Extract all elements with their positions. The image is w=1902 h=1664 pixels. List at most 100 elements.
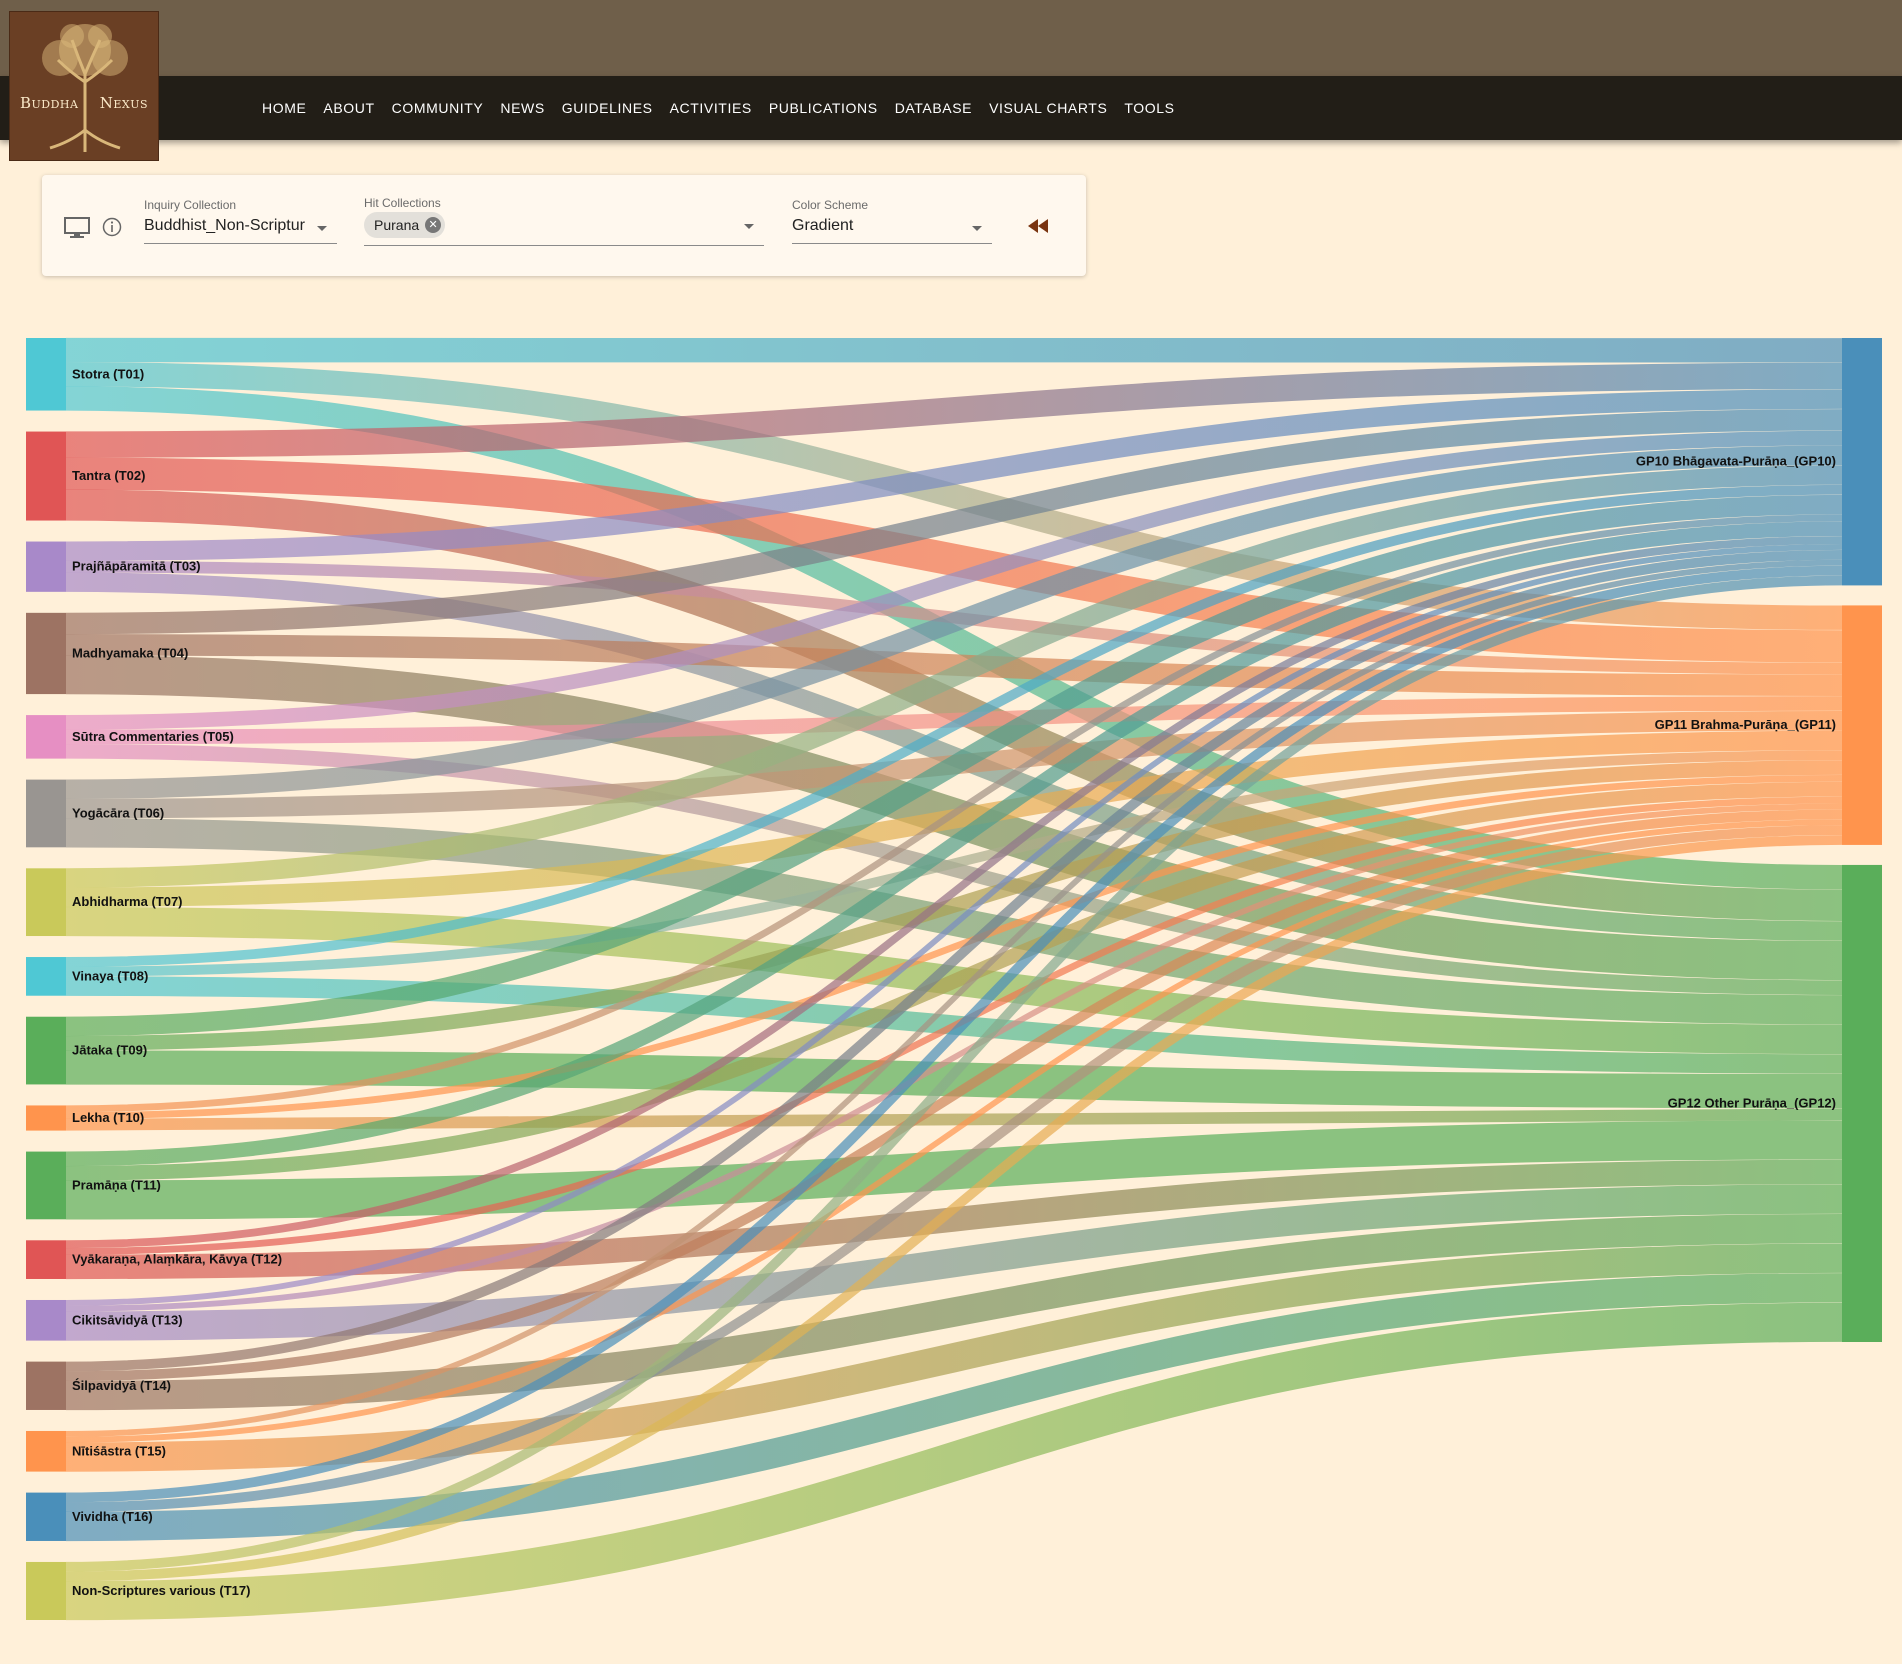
sankey-link[interactable] [65, 760, 1843, 1051]
source-node-label: Lekha (T10) [72, 1110, 144, 1125]
chevron-down-icon [744, 224, 754, 229]
inquiry-collection-value: Buddhist_Non-Scriptur [144, 217, 305, 234]
source-node[interactable] [26, 1240, 66, 1279]
source-node[interactable] [26, 868, 66, 937]
source-node[interactable] [26, 1299, 66, 1341]
target-node[interactable] [1842, 338, 1882, 586]
source-node[interactable] [26, 1430, 66, 1472]
nav-guidelines[interactable]: GUIDELINES [561, 100, 653, 116]
nav-news[interactable]: NEWS [500, 100, 545, 116]
hit-collections-select[interactable]: Hit Collections Purana ✕ [364, 196, 764, 246]
sankey-link[interactable] [65, 730, 1843, 908]
source-node-label: Abhidharma (T07) [72, 894, 183, 909]
sankey-link[interactable] [65, 362, 1843, 458]
sankey-link[interactable] [65, 389, 1843, 561]
inquiry-collection-select[interactable]: Inquiry Collection Buddhist_Non-Scriptur [144, 198, 337, 244]
sankey-link[interactable] [65, 565, 1843, 1503]
sankey-link[interactable] [65, 696, 1843, 745]
nav-bar [0, 76, 1902, 140]
sankey-link[interactable] [65, 1214, 1843, 1411]
nav-activities[interactable]: ACTIVITIES [669, 100, 752, 116]
nav-tools[interactable]: TOOLS [1124, 100, 1175, 116]
source-node-label: Vinaya (T08) [72, 968, 148, 983]
source-node[interactable] [26, 1105, 66, 1131]
target-node-label: GP10 Bhāgavata-Purāṇa_(GP10) [1636, 454, 1836, 469]
sankey-link[interactable] [65, 521, 1843, 1167]
sankey-link[interactable] [65, 803, 1843, 1312]
source-node[interactable] [26, 612, 66, 695]
rewind-icon[interactable] [1027, 218, 1049, 239]
color-scheme-select[interactable]: Color Scheme Gradient [792, 198, 992, 244]
sankey-link[interactable] [65, 457, 1843, 663]
source-node[interactable] [26, 1016, 66, 1085]
sankey-link[interactable] [65, 1159, 1843, 1280]
source-node[interactable] [26, 779, 66, 848]
chevron-down-icon [317, 226, 327, 231]
sankey-link[interactable] [65, 544, 1843, 1306]
main-nav: HOME ABOUT COMMUNITY NEWS GUIDELINES ACT… [262, 76, 1192, 140]
source-node-label: Jātaka (T09) [72, 1043, 147, 1058]
desktop-icon[interactable] [64, 217, 90, 244]
sankey-link[interactable] [65, 819, 1843, 1443]
sankey-link[interactable] [65, 514, 1843, 1113]
source-node[interactable] [26, 1361, 66, 1410]
sankey-link[interactable] [65, 634, 1843, 696]
sankey-link[interactable] [65, 489, 1843, 921]
sankey-link[interactable] [65, 809, 1843, 1382]
nav-community[interactable]: COMMUNITY [391, 100, 484, 116]
nav-home[interactable]: HOME [262, 100, 307, 116]
source-node[interactable] [26, 1561, 66, 1620]
color-scheme-value: Gradient [792, 217, 854, 234]
buddha-nexus-logo[interactable]: Buddha Nexus [9, 11, 159, 161]
sankey-link[interactable] [65, 774, 1843, 1120]
source-node-label: Stotra (T01) [72, 366, 144, 381]
source-node[interactable] [26, 957, 66, 996]
sankey-link[interactable] [65, 445, 1843, 800]
target-node[interactable] [1842, 864, 1882, 1342]
target-node[interactable] [1842, 605, 1882, 845]
target-node-label: GP11 Brahma-Purāṇa_(GP11) [1655, 717, 1836, 732]
info-icon[interactable] [102, 217, 122, 242]
logo-text-left: Buddha [20, 94, 79, 112]
top-banner [0, 0, 1902, 76]
sankey-link[interactable] [65, 781, 1843, 1181]
sankey-link[interactable] [65, 750, 1843, 977]
source-node[interactable] [26, 431, 66, 521]
sankey-link[interactable] [65, 1273, 1843, 1542]
nav-publications[interactable]: PUBLICATIONS [768, 100, 878, 116]
sankey-link[interactable] [65, 494, 1843, 1037]
source-node-label: Madhyamaka (T04) [72, 645, 188, 660]
source-node[interactable] [26, 1492, 66, 1541]
source-node-label: Nītiśāstra (T15) [72, 1443, 166, 1458]
sankey-link[interactable] [65, 559, 1843, 1437]
sankey-link[interactable] [65, 575, 1843, 1572]
sankey-link[interactable] [65, 549, 1843, 1372]
chart-options-panel: Inquiry Collection Buddhist_Non-Scriptur… [42, 175, 1086, 276]
nav-database[interactable]: DATABASE [894, 100, 973, 116]
sankey-link[interactable] [65, 1302, 1843, 1621]
source-node[interactable] [26, 715, 66, 759]
sankey-link[interactable] [65, 796, 1843, 1255]
sankey-link[interactable] [65, 835, 1843, 1582]
chip-label: Purana [374, 217, 420, 233]
source-node-label: Yogācāra (T06) [72, 805, 164, 820]
source-node[interactable] [26, 338, 66, 411]
source-node-label: Pramāṇa (T11) [72, 1177, 161, 1192]
nav-visual-charts[interactable]: VISUAL CHARTS [989, 100, 1108, 116]
source-node-label: Vividha (T16) [72, 1509, 153, 1524]
source-node[interactable] [26, 541, 66, 592]
sankey-link[interactable] [65, 484, 1843, 967]
sankey-link[interactable] [65, 825, 1843, 1512]
sankey-link[interactable] [65, 465, 1843, 888]
source-node-label: Śilpavidyā (T14) [72, 1378, 171, 1393]
hit-collections-label: Hit Collections [364, 196, 441, 210]
logo-text-right: Nexus [99, 94, 148, 112]
nav-about[interactable]: ABOUT [323, 100, 375, 116]
sankey-link[interactable] [65, 430, 1843, 730]
sankey-link[interactable] [65, 536, 1843, 1249]
purana-chip[interactable]: Purana ✕ [364, 212, 446, 238]
close-icon[interactable]: ✕ [425, 217, 442, 233]
source-node[interactable] [26, 1151, 66, 1220]
sankey-link[interactable] [65, 409, 1843, 635]
